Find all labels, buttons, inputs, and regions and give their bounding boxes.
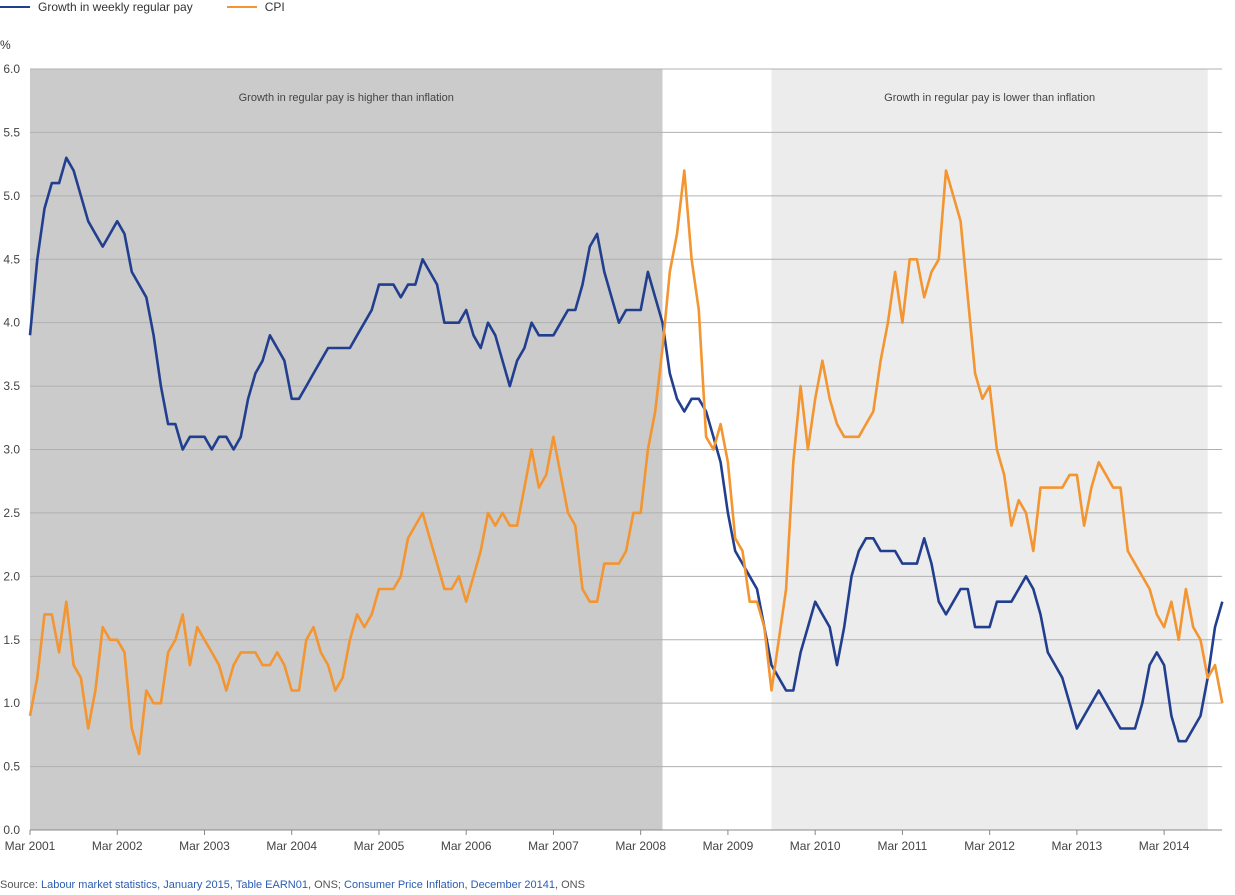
x-tick-label: Mar 2009 <box>703 839 754 853</box>
source-sep: , <box>229 879 236 891</box>
shaded-region-label: Growth in regular pay is lower than infl… <box>884 92 1095 104</box>
source-sep: , <box>464 879 471 891</box>
y-tick-label: 2.5 <box>3 506 20 520</box>
x-tick-label: Mar 2013 <box>1052 839 1103 853</box>
x-tick-label: Mar 2007 <box>528 839 579 853</box>
source-link-earn01[interactable]: Table EARN01 <box>235 879 308 891</box>
y-tick-label: 3.5 <box>3 379 20 393</box>
shaded-region-label: Growth in regular pay is higher than inf… <box>239 92 454 104</box>
y-tick-label: 6.0 <box>3 62 20 76</box>
source-suffix: , ONS <box>555 879 585 891</box>
y-tick-label: 1.0 <box>3 696 20 710</box>
source-sep: , ONS; <box>307 879 345 891</box>
y-axis-label: % <box>0 38 11 52</box>
legend-swatch-cpi <box>226 6 257 8</box>
y-tick-label: 0.5 <box>3 760 20 774</box>
x-tick-label: Mar 2008 <box>615 839 666 853</box>
y-tick-label: 1.5 <box>3 633 20 647</box>
y-tick-label: 0.0 <box>3 823 20 837</box>
x-tick-label: Mar 2002 <box>92 839 143 853</box>
x-tick-label: Mar 2012 <box>964 839 1015 853</box>
y-tick-label: 4.0 <box>3 316 20 330</box>
y-tick-label: 4.5 <box>3 252 20 266</box>
x-tick-label: Mar 2011 <box>877 839 927 853</box>
legend: Growth in weekly regular pay CPI <box>0 0 319 14</box>
x-tick-label: Mar 2014 <box>1139 839 1190 853</box>
x-tick-label: Mar 2004 <box>266 839 317 853</box>
x-tick-label: Mar 2003 <box>179 839 230 853</box>
legend-item-pay[interactable]: Growth in weekly regular pay <box>0 0 193 14</box>
source-link-labour-market[interactable]: Labour market statistics, January 2015 <box>40 879 230 891</box>
legend-label-cpi: CPI <box>264 0 285 14</box>
x-tick-label: Mar 2001 <box>5 839 56 853</box>
source-note: Source: Labour market statistics, Januar… <box>0 879 585 891</box>
series-line-cpi <box>28 169 1224 756</box>
legend-label-pay: Growth in weekly regular pay <box>38 0 193 14</box>
x-tick-label: Mar 2005 <box>354 839 405 853</box>
legend-item-cpi[interactable]: CPI <box>226 0 285 14</box>
legend-swatch-pay <box>0 6 30 8</box>
x-tick-label: Mar 2010 <box>790 839 841 853</box>
y-tick-label: 3.0 <box>3 443 20 457</box>
y-tick-label: 2.0 <box>3 569 20 583</box>
source-link-december[interactable]: December 20141 <box>470 879 556 891</box>
series-line-pay <box>28 156 1224 743</box>
source-link-cpi[interactable]: Consumer Price Inflation <box>344 879 465 891</box>
source-prefix: Source: <box>0 879 41 891</box>
y-tick-label: 5.0 <box>3 189 20 203</box>
x-tick-label: Mar 2006 <box>441 839 492 853</box>
y-tick-label: 5.5 <box>3 125 20 139</box>
